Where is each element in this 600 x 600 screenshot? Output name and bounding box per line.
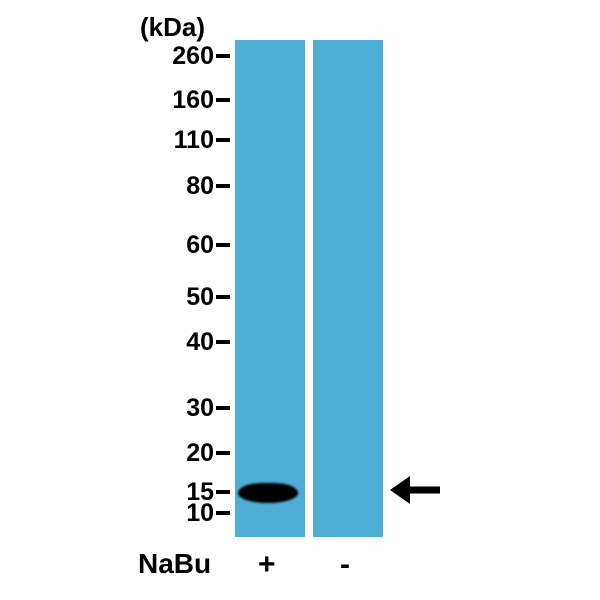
mw-marker-tick <box>216 54 230 58</box>
kda-header: (kDa) <box>140 12 205 43</box>
mw-marker-tick <box>216 243 230 247</box>
mw-marker-tick <box>216 406 230 410</box>
mw-marker-tick <box>216 490 230 494</box>
mw-marker-tick <box>216 295 230 299</box>
lane-2-label: - <box>340 548 350 582</box>
detected-band <box>238 483 298 503</box>
treatment-row-label: NaBu <box>138 548 211 580</box>
mw-marker-label: 60 <box>186 231 214 260</box>
mw-marker-tick <box>216 184 230 188</box>
mw-marker-label: 110 <box>174 126 214 155</box>
band-arrow <box>390 470 440 510</box>
mw-marker-label: 80 <box>186 172 214 201</box>
mw-marker-label: 50 <box>186 283 214 312</box>
mw-marker-tick <box>216 511 230 515</box>
arrow-icon <box>390 470 440 510</box>
lane-1 <box>235 40 305 537</box>
lane-separator <box>305 40 313 537</box>
mw-marker-tick <box>216 451 230 455</box>
mw-marker-label: 20 <box>186 439 214 468</box>
mw-marker-tick <box>216 138 230 142</box>
mw-marker-label: 10 <box>186 499 214 528</box>
mw-marker-label: 40 <box>186 328 214 357</box>
mw-marker-tick <box>216 340 230 344</box>
mw-marker-label: 30 <box>186 394 214 423</box>
western-blot-figure: (kDa) 2601601108060504030201510 NaBu + - <box>0 0 600 600</box>
lane-2 <box>313 40 383 537</box>
mw-marker-label: 160 <box>172 86 214 115</box>
mw-marker-label: 260 <box>172 42 214 71</box>
lane-1-label: + <box>258 548 276 582</box>
mw-marker-tick <box>216 98 230 102</box>
